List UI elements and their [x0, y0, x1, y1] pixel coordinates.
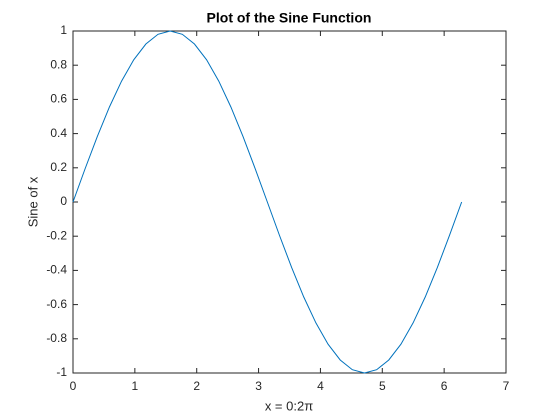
- x-tick-label: 1: [132, 379, 139, 393]
- y-tick-label: -0.8: [46, 331, 67, 345]
- x-tick-label: 2: [193, 379, 200, 393]
- x-tick-label: 5: [379, 379, 386, 393]
- y-tick-label: -0.4: [46, 263, 67, 277]
- x-tick-label: 3: [255, 379, 262, 393]
- sine-line: [72, 30, 463, 374]
- y-tick-label: 0.8: [50, 57, 67, 71]
- y-tick-label: 0.6: [50, 92, 67, 106]
- x-tick-label: 4: [317, 379, 324, 393]
- chart-title: Plot of the Sine Function: [207, 10, 372, 26]
- y-tick-label: -0.6: [46, 297, 67, 311]
- x-tick-label: 6: [441, 379, 448, 393]
- y-tick-label: 1: [60, 23, 67, 37]
- y-tick-label: 0.4: [50, 126, 67, 140]
- x-axis-label: x = 0:2π: [265, 398, 313, 413]
- y-axis-label: Sine of x: [25, 176, 40, 227]
- y-tick-label: 0: [60, 194, 67, 208]
- x-tick-label: 7: [503, 379, 510, 393]
- y-tick-label: -0.2: [46, 228, 67, 242]
- y-tick-label: 0.2: [50, 160, 67, 174]
- x-tick-label: 0: [70, 379, 77, 393]
- y-tick-label: -1: [56, 365, 67, 379]
